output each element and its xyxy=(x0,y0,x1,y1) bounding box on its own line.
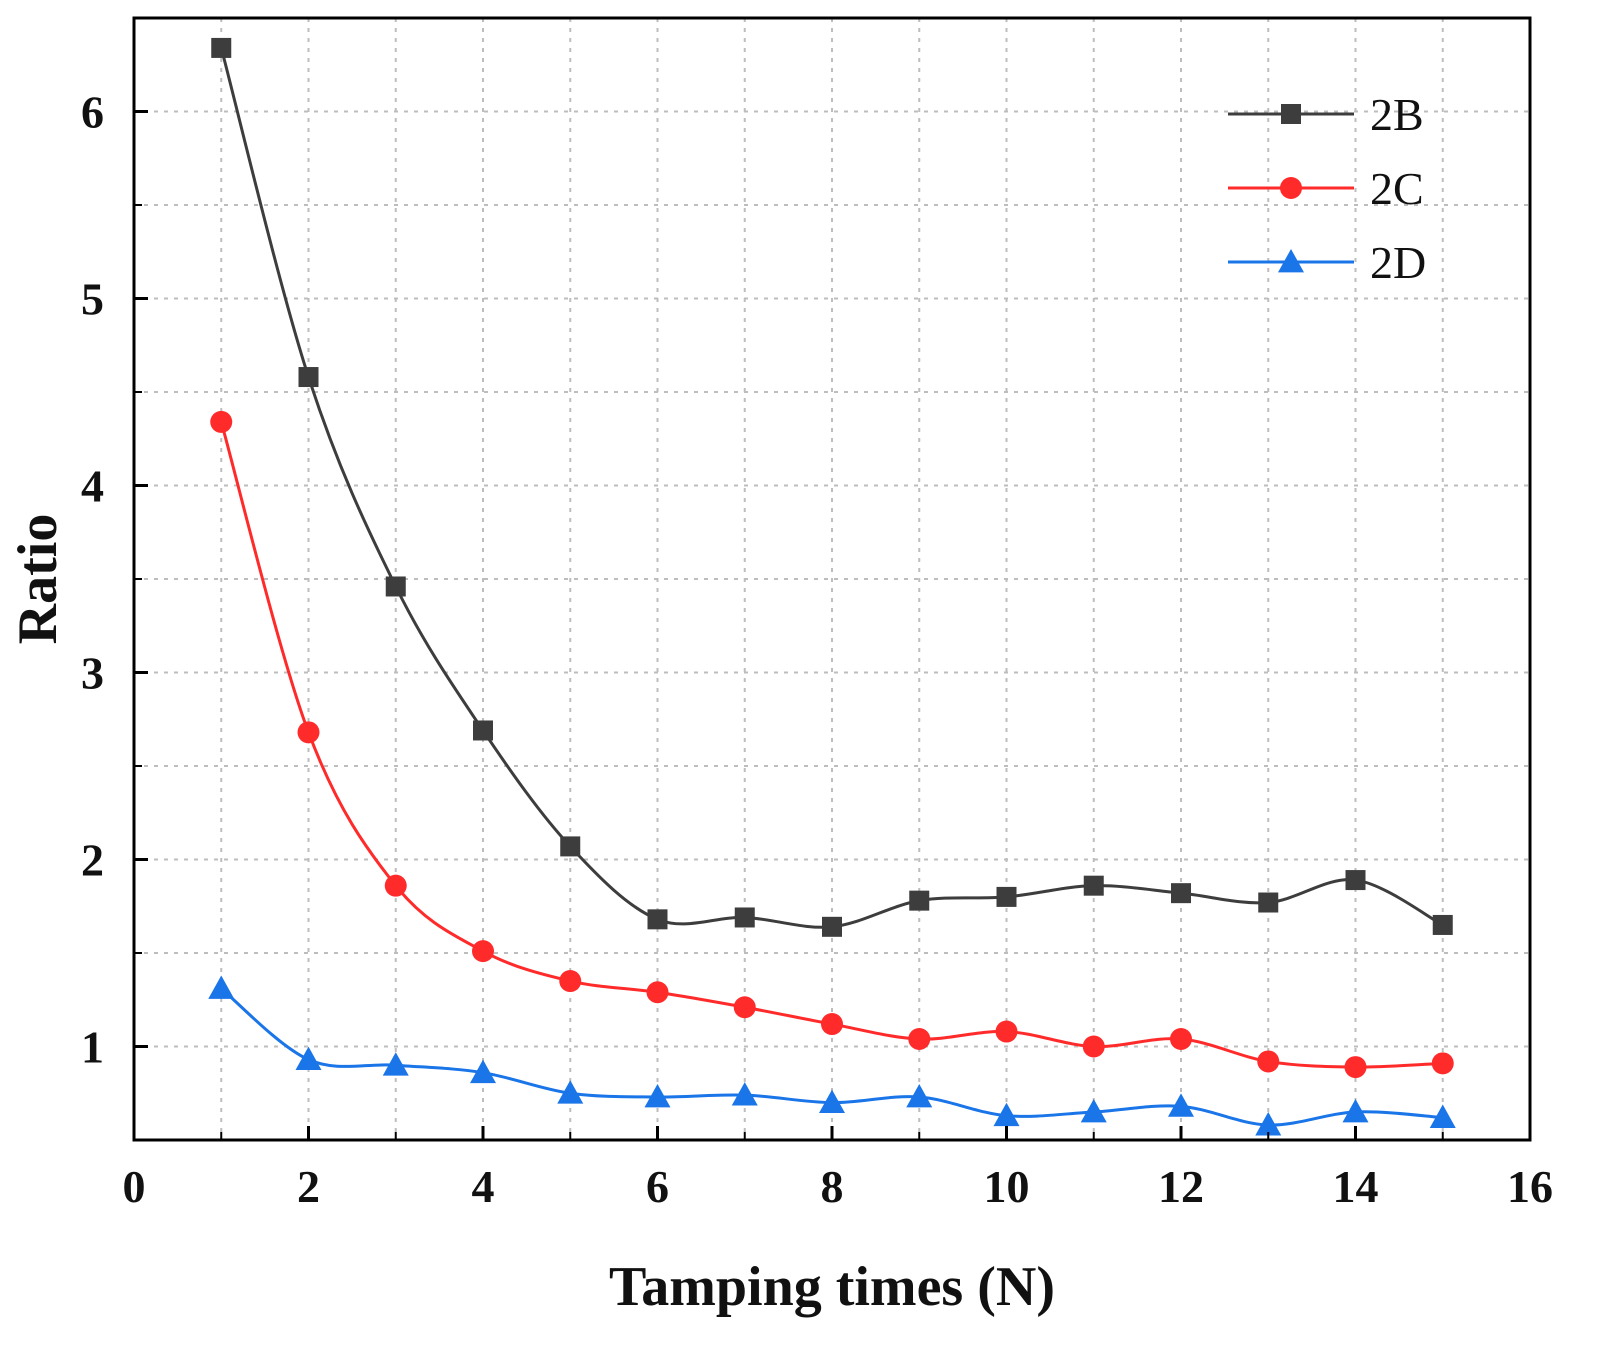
grid xyxy=(134,18,1530,1140)
data-point-2d xyxy=(819,1089,845,1113)
data-point-2d xyxy=(731,1082,758,1106)
x-tick-label: 12 xyxy=(1158,1161,1204,1212)
data-point-2d xyxy=(1342,1098,1369,1123)
y-tick-label: 3 xyxy=(81,648,104,699)
data-point-2c xyxy=(646,981,669,1004)
legend-marker-2b xyxy=(1281,104,1301,124)
data-point-2b xyxy=(211,37,232,58)
x-tick-label: 14 xyxy=(1333,1161,1379,1212)
data-point-2b xyxy=(1432,914,1453,935)
x-tick-label: 0 xyxy=(123,1161,146,1212)
data-point-2d xyxy=(1168,1093,1194,1117)
x-tick-label: 8 xyxy=(821,1161,844,1212)
data-point-2b xyxy=(1345,870,1366,891)
data-point-2d xyxy=(295,1046,322,1070)
series-markers xyxy=(208,37,1456,1136)
data-point-2c xyxy=(1082,1035,1105,1058)
data-point-2d xyxy=(557,1080,584,1104)
data-point-2c xyxy=(384,874,407,897)
legend-label-2b: 2B xyxy=(1370,89,1424,140)
data-point-2d xyxy=(906,1083,933,1108)
data-point-2b xyxy=(996,886,1017,907)
data-point-2d xyxy=(993,1102,1020,1127)
y-tick-label: 6 xyxy=(81,87,104,138)
data-point-2d xyxy=(1429,1104,1456,1128)
data-point-2c xyxy=(210,410,233,433)
data-point-2d xyxy=(1080,1098,1107,1123)
data-point-2c xyxy=(821,1013,843,1036)
data-point-2d xyxy=(382,1052,409,1076)
legend-marker-2c xyxy=(1280,177,1302,199)
x-tick-label: 16 xyxy=(1507,1161,1553,1212)
data-point-2b xyxy=(560,836,581,857)
data-point-2c xyxy=(297,721,320,744)
data-point-2c xyxy=(1257,1050,1280,1073)
y-axis-title: Ratio xyxy=(7,514,69,645)
x-tick-label: 10 xyxy=(984,1161,1030,1212)
legend-label-2c: 2C xyxy=(1370,163,1424,214)
data-point-2d xyxy=(470,1059,496,1084)
series-line-2c xyxy=(219,421,1443,1069)
data-point-2c xyxy=(1344,1056,1367,1079)
data-point-2c xyxy=(1170,1028,1192,1051)
data-point-2c xyxy=(908,1028,931,1051)
x-tick-label: 4 xyxy=(472,1161,495,1212)
legend-label-2d: 2D xyxy=(1370,237,1426,288)
y-tick-label: 1 xyxy=(81,1022,104,1073)
data-point-2b xyxy=(298,367,319,388)
x-axis-title: Tamping times (N) xyxy=(609,1256,1055,1318)
data-point-2d xyxy=(1255,1112,1282,1136)
y-tick-label: 2 xyxy=(81,835,104,886)
x-tick-label: 6 xyxy=(646,1161,669,1212)
y-tick-label: 4 xyxy=(81,461,104,512)
data-point-2b xyxy=(734,907,755,928)
legend: 2B 2C 2D xyxy=(1228,89,1426,288)
data-point-2b xyxy=(385,576,406,597)
y-tick-label: 5 xyxy=(81,274,104,325)
data-point-2b xyxy=(822,916,842,937)
data-point-2c xyxy=(1431,1052,1454,1075)
data-point-2b xyxy=(473,720,493,741)
data-point-2b xyxy=(1083,875,1104,896)
data-point-2b xyxy=(1171,883,1191,904)
data-point-2b xyxy=(647,909,668,930)
data-point-2c xyxy=(472,940,494,963)
data-point-2c xyxy=(995,1020,1018,1043)
legend-marker-2d xyxy=(1278,249,1304,273)
data-point-2b xyxy=(1258,892,1279,913)
data-point-2d xyxy=(644,1083,671,1108)
data-point-2c xyxy=(559,970,582,993)
x-tick-label: 2 xyxy=(297,1161,320,1212)
data-point-2b xyxy=(909,890,930,911)
data-point-2c xyxy=(733,996,756,1019)
data-point-2d xyxy=(208,975,235,999)
